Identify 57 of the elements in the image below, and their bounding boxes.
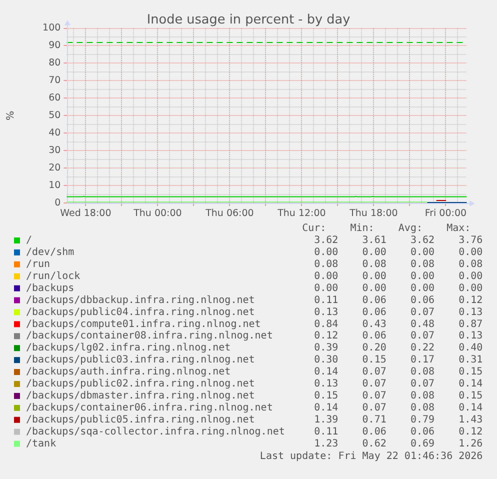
text: 0.00 0.00 0.00 0.00 <box>314 282 483 294</box>
text: 0.13 0.07 0.07 0.14 <box>314 378 483 390</box>
text: 0.12 0.06 0.07 0.13 <box>314 330 483 342</box>
y-tick-label: 0 <box>54 197 61 208</box>
legend-label: /backups/lg02.infra.ring.nlnog.net <box>26 342 231 354</box>
text: 0.30 0.15 0.17 0.31 <box>314 354 483 366</box>
legend-label: /backups/compute01.infra.ring.nlnog.net <box>26 318 261 330</box>
x-tick-label: Wed 18:00 <box>60 208 112 220</box>
legend-label: / <box>26 235 32 246</box>
text: 0.84 0.43 0.48 0.87 <box>314 318 483 330</box>
legend-label: /tank <box>26 438 56 450</box>
text: 0.15 0.07 0.08 0.15 <box>314 390 483 402</box>
text: 0.08 0.08 0.08 0.08 <box>314 258 483 270</box>
y-tick-label: 10 <box>48 180 61 191</box>
y-tick-label: 60 <box>48 92 61 104</box>
legend-label: /backups/container08.infra.ring.nlnog.net <box>26 330 273 342</box>
text: 0.39 0.20 0.22 0.40 <box>314 342 483 354</box>
chart-title: Inode usage in percent - by day <box>146 12 351 28</box>
legend-label: /backups/auth.infra.ring.nlnog.net <box>26 366 231 378</box>
legend-label: /backups/sqa-collector.infra.ring.nlnog.net <box>26 426 285 438</box>
text: Last update: Fri May 22 01:46:36 2026 <box>260 450 483 462</box>
text: 1.23 0.62 0.69 1.26 <box>314 438 483 450</box>
y-tick-label: 20 <box>48 162 61 174</box>
x-tick-label: Fri 00:00 <box>424 208 467 220</box>
x-tick-label: Thu 18:00 <box>348 208 398 220</box>
x-tick-label: Thu 06:00 <box>204 208 254 220</box>
text: 0.14 0.07 0.08 0.14 <box>314 402 483 414</box>
legend-label: /backups/public05.infra.ring.nlnog.net <box>26 414 255 426</box>
legend-label: /run <box>26 258 50 270</box>
y-tick-label: 70 <box>48 75 61 86</box>
y-tick-label: 40 <box>48 128 61 139</box>
text: 0.00 0.00 0.00 0.00 <box>314 270 483 282</box>
y-axis-title: % <box>6 110 17 120</box>
y-tick-label: 80 <box>48 58 61 69</box>
legend-label: /backups/dbmaster.infra.ring.nlnog.net <box>26 390 255 402</box>
legend-label: /run/lock <box>26 270 80 282</box>
text: Cur: Min: Avg: Max: <box>302 223 471 234</box>
text: 1.39 0.71 0.79 1.43 <box>314 414 483 426</box>
y-tick-label: 30 <box>48 145 61 156</box>
text: 0.11 0.06 0.06 0.12 <box>314 426 483 438</box>
text: 0.00 0.00 0.00 0.00 <box>314 247 483 258</box>
y-tick-label: 90 <box>48 40 61 52</box>
y-tick-label: 50 <box>48 110 61 122</box>
legend-label: /dev/shm <box>26 247 74 258</box>
legend-label: /backups/public03.infra.ring.nlnog.net <box>26 354 255 366</box>
legend-label: /backups/public04.infra.ring.nlnog.net <box>26 306 255 318</box>
legend-label: /backups/container06.infra.ring.nlnog.net <box>26 402 273 414</box>
text: 0.14 0.07 0.08 0.15 <box>314 366 483 378</box>
text: 0.11 0.06 0.06 0.12 <box>314 294 483 306</box>
legend-label: /backups <box>26 282 74 294</box>
text: 3.62 3.61 3.62 3.76 <box>314 235 483 246</box>
y-tick-label: 100 <box>42 22 61 34</box>
legend-label: /backups/dbbackup.infra.ring.nlnog.net <box>26 294 255 306</box>
text: 0.13 0.06 0.07 0.13 <box>314 306 483 318</box>
x-tick-label: Thu 00:00 <box>132 208 182 220</box>
x-tick-label: Thu 12:00 <box>276 208 326 220</box>
legend-label: /backups/public02.infra.ring.nlnog.net <box>26 378 255 390</box>
